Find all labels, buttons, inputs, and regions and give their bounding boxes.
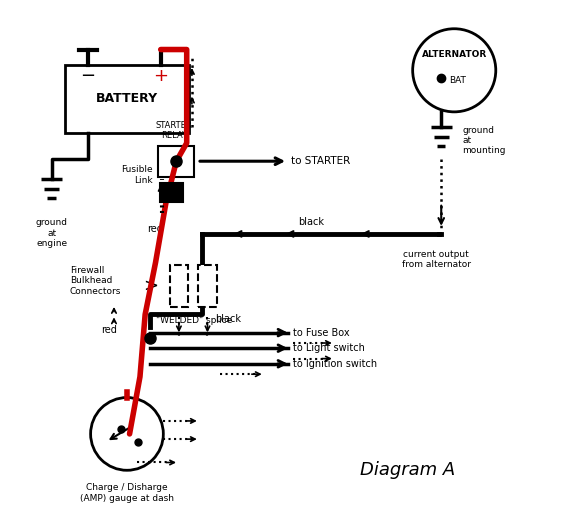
Text: current output
from alternator: current output from alternator xyxy=(401,249,471,269)
Text: to Fuse Box: to Fuse Box xyxy=(293,328,350,338)
Text: >: > xyxy=(143,277,158,295)
Text: to Ignition switch: to Ignition switch xyxy=(293,359,377,369)
Text: red: red xyxy=(101,325,117,335)
Text: +: + xyxy=(153,67,168,85)
Text: black: black xyxy=(215,314,241,324)
Text: "WELDED" splice: "WELDED" splice xyxy=(156,316,232,325)
Text: to STARTER: to STARTER xyxy=(291,156,350,166)
Bar xyxy=(65,65,190,133)
Text: BAT: BAT xyxy=(449,76,466,85)
Text: Diagram A: Diagram A xyxy=(360,461,455,479)
Text: Charge / Disharge
(AMP) gauge at dash: Charge / Disharge (AMP) gauge at dash xyxy=(80,484,174,502)
Text: to Light switch: to Light switch xyxy=(293,343,365,353)
Text: −: − xyxy=(81,67,96,85)
Text: black: black xyxy=(298,217,324,227)
Text: red: red xyxy=(147,224,164,234)
Text: ALTERNATOR: ALTERNATOR xyxy=(422,50,487,59)
Circle shape xyxy=(90,397,164,470)
Text: Fusible
Link: Fusible Link xyxy=(122,165,153,185)
Text: BATTERY: BATTERY xyxy=(96,92,158,106)
Bar xyxy=(169,265,188,307)
Text: ground
at
engine: ground at engine xyxy=(36,218,67,248)
Bar xyxy=(158,145,195,177)
Text: Firewall
Bulkhead
Connectors: Firewall Bulkhead Connectors xyxy=(70,266,121,296)
Circle shape xyxy=(412,29,496,112)
Text: ground
at
mounting: ground at mounting xyxy=(462,125,506,155)
Bar xyxy=(198,265,217,307)
Bar xyxy=(160,183,183,202)
Text: STARTER
RELAY: STARTER RELAY xyxy=(156,121,192,140)
